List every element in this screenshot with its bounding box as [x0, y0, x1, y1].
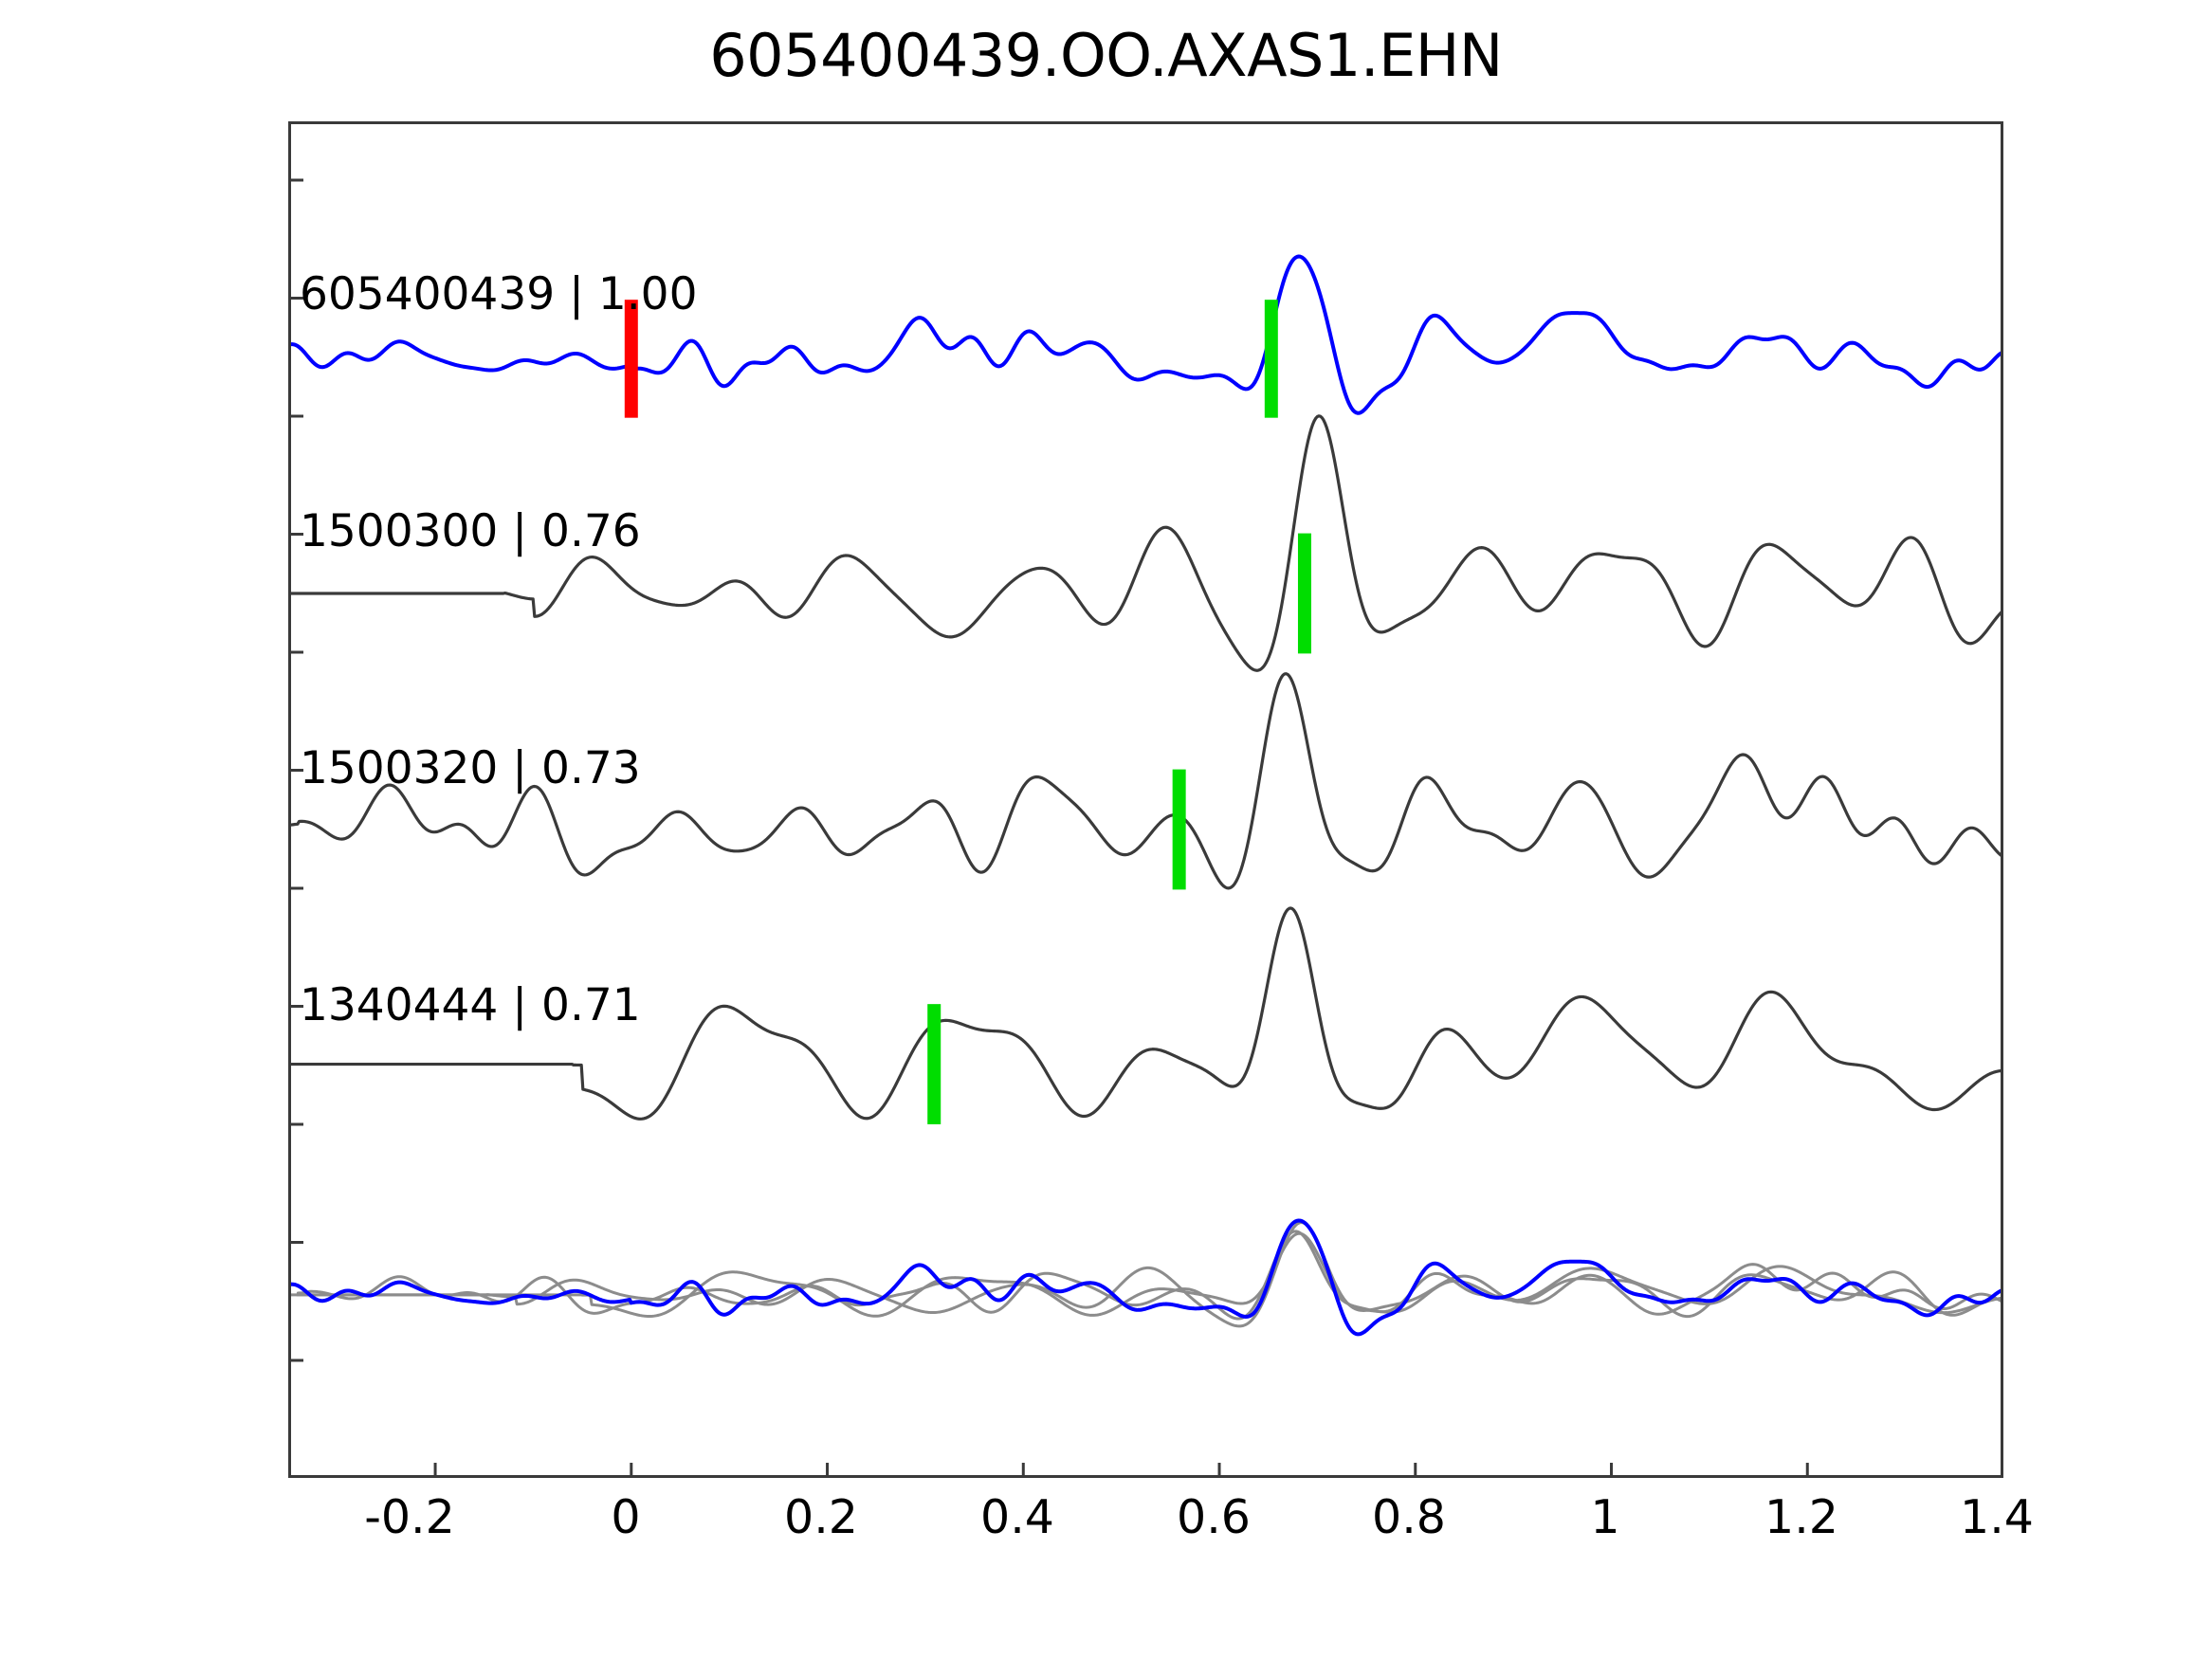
trace-label-3: 1340444 | 0.71: [300, 979, 641, 1031]
x-tick-label: -0.2: [364, 1490, 455, 1544]
stack-trace-1500320: [296, 1230, 2003, 1321]
pick-marker-1500300: [1297, 533, 1311, 654]
x-tick-label: 1.4: [1960, 1490, 2034, 1544]
waveform-trace-605400439: [288, 254, 2003, 415]
x-tick-label: 0.8: [1372, 1490, 1446, 1544]
traces-group: [288, 254, 2003, 1337]
trace-label-0: 605400439 | 1.00: [300, 268, 698, 320]
x-tick-label: 1.2: [1764, 1490, 1838, 1544]
trace-label-1: 1500300 | 0.76: [300, 505, 641, 557]
stack-trace-1500300: [288, 1221, 1987, 1328]
pick-marker-605400439: [1264, 300, 1278, 418]
x-tick-label: 0.4: [980, 1490, 1054, 1544]
waveform-trace-1340444: [288, 906, 2003, 1121]
page-title: 605400439.OO.AXAS1.EHN: [709, 21, 1503, 90]
waveform-trace-1500300: [288, 414, 2003, 672]
x-tick-label: 1: [1590, 1490, 1620, 1544]
waveform-trace-1500320: [288, 672, 2003, 890]
x-tick-label: 0: [611, 1490, 641, 1544]
x-axis-tick-labels: -0.2 0 0.2 0.4 0.6 0.8 1 1.2 1.4: [0, 1490, 2212, 1566]
trace-label-2: 1500320 | 0.73: [300, 742, 641, 794]
pick-markers-group: [624, 300, 1311, 1124]
pick-marker-1340444: [927, 1004, 941, 1124]
plot-area: [288, 121, 2003, 1478]
origin-marker-605400439: [624, 300, 638, 418]
waveform-canvas: [288, 178, 2003, 1478]
pick-marker-1500320: [1172, 769, 1186, 890]
x-tick-label: 0.2: [784, 1490, 858, 1544]
stack-trace-605400439: [288, 1218, 2003, 1337]
stack-trace-1340444: [295, 1231, 2003, 1318]
x-tick-label: 0.6: [1177, 1490, 1251, 1544]
